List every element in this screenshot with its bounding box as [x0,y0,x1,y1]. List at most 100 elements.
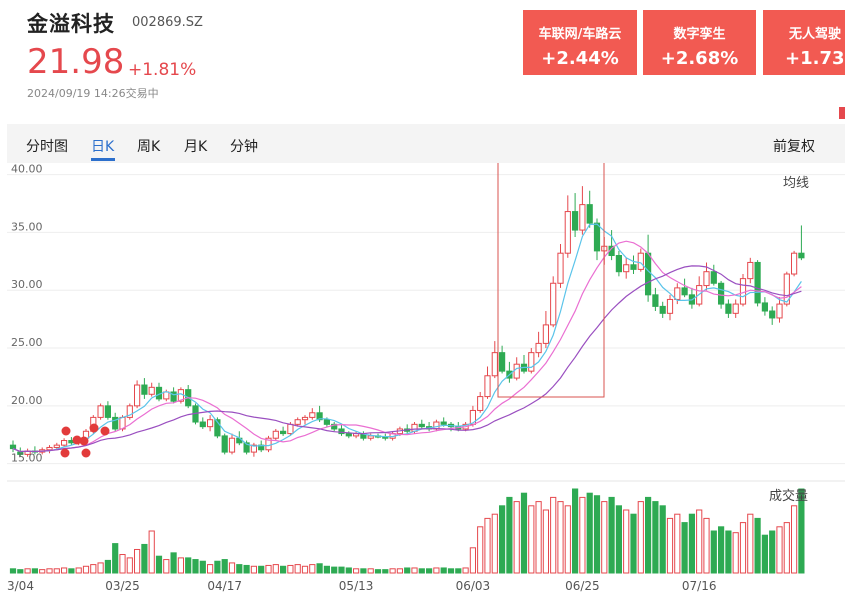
volume-bar [185,557,192,574]
candle-body [53,444,60,448]
signal-dot [81,448,91,458]
volume-bar [550,496,557,574]
volume-bar [447,568,455,574]
volume-bar [783,522,790,574]
candle-body [718,282,725,305]
volume-bar [258,565,265,574]
candle-body [484,375,491,398]
volume-bar [207,564,214,574]
candle-body [440,421,447,425]
volume-bar [703,517,710,574]
candle-body [418,423,425,428]
volume-bar [170,552,177,574]
tab-daily-k[interactable]: 日K [91,139,115,155]
candle-body [747,261,754,280]
candle-body [761,302,768,312]
volume-bar [177,557,185,574]
volume-bar [221,559,228,574]
edge-marker [839,107,845,119]
volume-bar [418,568,425,574]
candle-body [316,412,323,421]
volume-bar [637,501,644,574]
forward-adjust-toggle[interactable]: 前复权 [773,139,815,155]
candle-body [739,278,747,305]
candle-body [477,396,484,411]
ma5-line [12,223,802,453]
volume-bar [615,505,622,574]
candle-body [535,342,542,354]
volume-bar [666,517,674,574]
candle-body [783,273,790,305]
tab-weekly-k[interactable]: 周K [137,139,161,155]
moving-average-lines [12,223,802,453]
volume-bar [353,568,360,574]
volume-bar [39,569,46,574]
candle-body [228,437,236,453]
volume-bar [433,567,440,574]
volume-bar [564,505,571,574]
signal-dot [100,426,110,436]
volume-bar [126,557,133,574]
stock-name: 金溢科技 [27,12,115,36]
candle-body [791,252,798,275]
candle-body [666,298,674,314]
volume-bar [769,530,776,574]
candle-body [265,437,272,451]
concept-card-car-networking[interactable]: 车联网/车路云 +2.44% [523,10,637,75]
ma20-line [12,265,802,453]
candle-body [309,412,316,418]
price-grid [7,174,845,482]
candles [9,186,805,457]
volume-bar [718,526,725,574]
volume-bar [141,543,148,574]
volume-bar [323,565,330,574]
volume-bar [688,513,695,574]
concept-change: +2.68% [660,48,739,69]
volume-bar [287,564,294,574]
candle-body [798,252,805,259]
y-tick-label: 35.00 [11,220,43,233]
candle-body [776,303,783,319]
volume-bar [331,566,338,574]
candle-body [126,405,133,418]
x-tick-label: 07/16 [682,579,717,593]
candle-body [323,419,330,425]
volume-bar [404,567,411,574]
candle-body [331,423,338,430]
tab-minute[interactable]: 分钟 [230,139,258,155]
volume-bar [119,554,126,574]
candle-body [207,419,214,428]
candle-body [141,384,148,395]
volume-bar [520,492,528,574]
candle-body [163,391,170,400]
candle-body [572,211,579,231]
volume-bar [97,562,104,574]
volume-bar [9,568,17,574]
candle-body [294,419,301,425]
tab-monthly-k[interactable]: 月K [184,139,208,155]
volume-bar [236,564,243,574]
candle-body [725,303,732,314]
tab-intraday[interactable]: 分时图 [26,139,68,155]
candle-body [199,421,206,428]
y-tick-label: 15.00 [11,452,43,465]
candle-body [615,255,622,273]
candle-body [586,204,593,224]
concept-change: +2.44% [541,48,619,69]
volume-bar [112,543,119,574]
volume-bar [579,496,586,574]
volume-bar [491,513,498,574]
candle-body [46,446,53,451]
concept-card-autonomous-driving[interactable]: 无人驾驶 +1.73% [763,10,845,75]
candle-body [433,421,440,430]
volume-bar [389,568,396,574]
volume-bar [630,513,637,574]
candle-body [542,324,549,344]
volume-bar [280,565,287,574]
volume-bar [659,505,666,574]
volume-bar [586,492,593,574]
volume-bar [338,566,345,574]
concept-card-digital-twin[interactable]: 数字孪生 +2.68% [643,10,756,75]
volume-bar [601,501,608,574]
candle-body [338,428,345,435]
